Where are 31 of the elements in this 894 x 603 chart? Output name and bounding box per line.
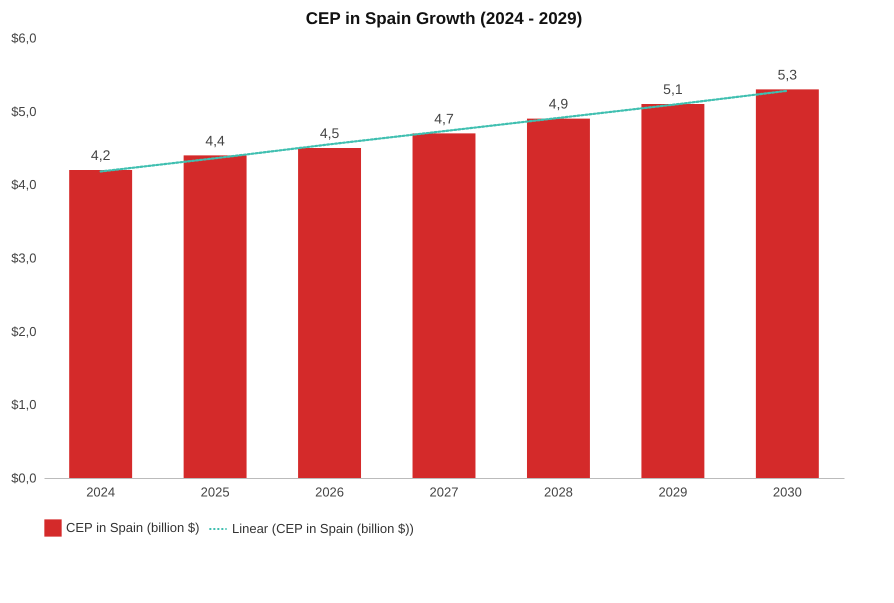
legend-label: CEP in Spain (billion $): [66, 520, 200, 535]
data-label: 4,2: [90, 147, 111, 163]
x-tick-label: 2030: [772, 484, 802, 500]
x-tick-label: 2029: [658, 484, 688, 500]
bar: [756, 89, 819, 478]
chart-title: CEP in Spain Growth (2024 - 2029): [306, 9, 582, 28]
y-tick-label: $6,0: [11, 30, 36, 46]
data-label: 4,5: [320, 125, 340, 141]
x-tick-label: 2025: [200, 484, 230, 500]
data-label: 5,3: [778, 66, 798, 82]
bar: [526, 118, 590, 478]
y-tick-label: $3,0: [11, 250, 36, 266]
x-tick-label: 2026: [315, 484, 344, 500]
data-label: 4,4: [205, 132, 226, 148]
y-tick-label: $4,0: [11, 177, 36, 192]
bar: [69, 170, 132, 478]
data-label: 4,7: [434, 110, 454, 126]
x-tick-label: 2028: [544, 484, 573, 500]
y-tick-label: $2,0: [11, 324, 36, 339]
y-tick-label: $1,0: [11, 397, 36, 412]
x-tick-label: 2024: [86, 484, 116, 500]
legend-label: Linear (CEP in Spain (billion $)): [232, 521, 414, 536]
y-tick-label: $0,0: [11, 470, 36, 486]
data-label: 5,1: [663, 81, 683, 97]
bar: [298, 148, 362, 478]
data-label: 4,9: [548, 96, 568, 112]
bar: [641, 104, 704, 478]
bar: [412, 133, 476, 478]
bar: [184, 155, 247, 478]
y-tick-label: $5,0: [11, 104, 36, 119]
x-tick-label: 2027: [430, 484, 458, 500]
